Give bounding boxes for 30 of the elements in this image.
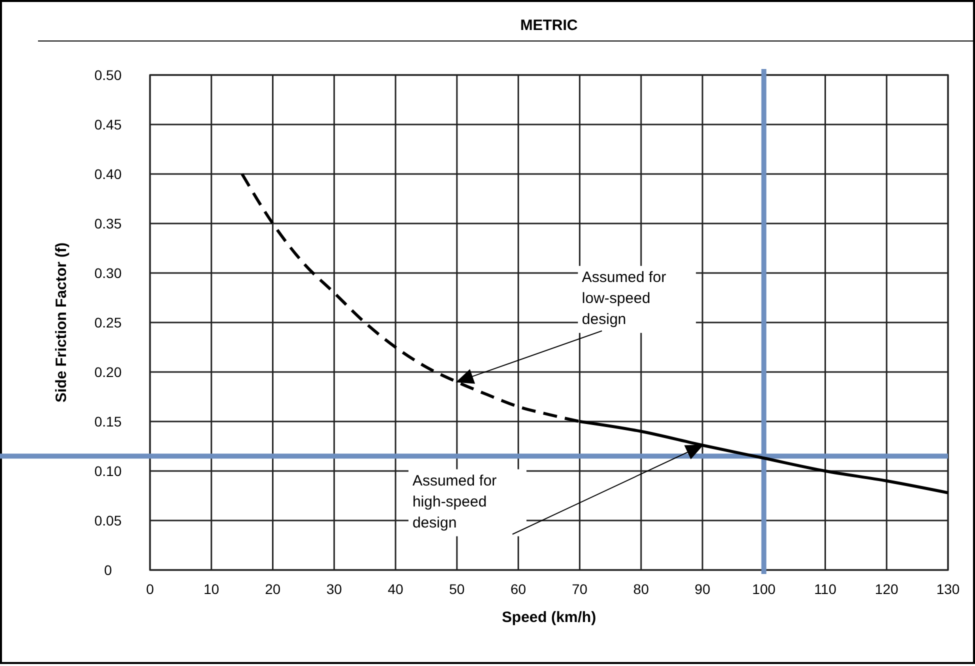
y-tick-label: 0.45: [94, 116, 122, 132]
x-tick-label: 0: [146, 581, 154, 597]
y-tick-label: 0.50: [94, 67, 122, 83]
y-tick-label: 0.25: [94, 314, 122, 330]
x-tick-label: 90: [694, 581, 710, 597]
x-tick-label: 30: [326, 581, 342, 597]
y-tick-label: 0.05: [94, 512, 122, 528]
x-tick-label: 60: [510, 581, 526, 597]
x-tick-label: 50: [449, 581, 465, 597]
y-axis-title: Side Friction Factor (f): [53, 242, 70, 403]
x-tick-label: 10: [204, 581, 220, 597]
y-tick-label: 0: [104, 562, 112, 578]
y-tick-label: 0.15: [94, 414, 122, 430]
chart-title: METRIC: [520, 17, 578, 34]
x-axis-title: Speed (km/h): [502, 609, 596, 626]
x-tick-label: 20: [264, 581, 281, 597]
y-tick-label: 0.20: [94, 364, 122, 380]
x-tick-label: 100: [752, 581, 776, 597]
x-tick-label: 40: [388, 581, 404, 597]
annotation: Assumed for high-speed design: [412, 472, 497, 532]
y-tick-label: 0.35: [94, 216, 122, 232]
x-tick-label: 130: [936, 581, 960, 597]
annotation: Assumed for low-speed design: [582, 268, 666, 328]
y-tick-label: 0.40: [94, 166, 122, 182]
x-tick-label: 120: [874, 581, 899, 597]
x-tick-label: 80: [633, 581, 650, 597]
y-tick-label: 0.10: [94, 463, 122, 479]
y-tick-label: 0.30: [94, 265, 122, 281]
x-tick-label: 70: [572, 581, 588, 597]
x-tick-label: 110: [814, 581, 837, 597]
